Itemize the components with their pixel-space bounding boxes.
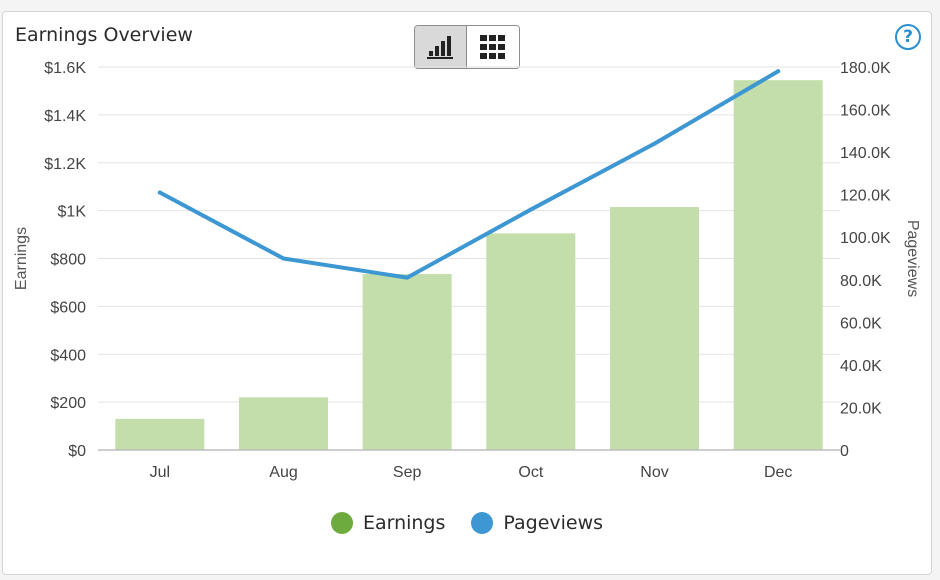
y-right-tick-label: 60.0K bbox=[840, 315, 882, 332]
point-pageviews-nov bbox=[652, 141, 657, 146]
y-left-tick-label: $200 bbox=[50, 395, 86, 412]
bar-earnings-oct bbox=[486, 233, 576, 450]
legend-label-pageviews: Pageviews bbox=[503, 512, 604, 534]
y-right-tick-label: 20.0K bbox=[840, 400, 882, 417]
chart-legend: Earnings Pageviews bbox=[3, 512, 931, 534]
x-tick-label: Sep bbox=[393, 464, 422, 481]
point-pageviews-dec bbox=[776, 69, 781, 74]
legend-label-earnings: Earnings bbox=[362, 512, 446, 534]
y-right-tick-label: 0 bbox=[840, 443, 849, 460]
y-left-tick-label: $400 bbox=[50, 347, 86, 364]
bar-chart-icon bbox=[426, 36, 453, 59]
y-left-axis-title: Earnings bbox=[13, 227, 30, 290]
grid-table-icon bbox=[480, 35, 505, 59]
x-tick-label: Jul bbox=[150, 464, 170, 481]
x-tick-label: Dec bbox=[764, 464, 792, 481]
y-left-tick-label: $1.4K bbox=[44, 108, 86, 125]
point-pageviews-oct bbox=[528, 207, 533, 212]
point-pageviews-aug bbox=[281, 256, 286, 261]
bar-earnings-jul bbox=[115, 418, 205, 450]
point-pageviews-jul bbox=[157, 190, 162, 195]
bar-earnings-nov bbox=[610, 207, 699, 450]
y-right-tick-label: 100.0K bbox=[840, 230, 891, 247]
point-pageviews-sep bbox=[405, 275, 410, 280]
help-icon[interactable]: ? bbox=[895, 24, 921, 50]
y-left-tick-label: $1.6K bbox=[44, 60, 86, 77]
view-toggle bbox=[414, 25, 520, 69]
legend-swatch-pageviews bbox=[471, 512, 494, 534]
y-right-tick-label: 160.0K bbox=[840, 103, 891, 120]
bar-earnings-dec bbox=[733, 80, 823, 451]
y-left-tick-label: $0 bbox=[68, 443, 86, 460]
y-right-tick-label: 180.0K bbox=[840, 60, 891, 77]
y-left-tick-label: $800 bbox=[50, 252, 86, 269]
y-right-tick-label: 40.0K bbox=[840, 358, 882, 375]
legend-swatch-earnings bbox=[330, 512, 353, 534]
x-tick-label: Nov bbox=[640, 464, 668, 481]
x-tick-label: Aug bbox=[269, 464, 297, 481]
y-right-tick-label: 140.0K bbox=[840, 145, 891, 162]
table-view-button[interactable] bbox=[467, 26, 519, 68]
y-left-tick-label: $1.2K bbox=[44, 156, 86, 173]
legend-item-earnings[interactable]: Earnings bbox=[330, 512, 446, 534]
line-pageviews bbox=[157, 69, 781, 280]
y-right-axis-title: Pageviews bbox=[904, 220, 921, 297]
chart-title: Earnings Overview bbox=[15, 24, 193, 46]
legend-item-pageviews[interactable]: Pageviews bbox=[471, 512, 603, 534]
bar-earnings-sep bbox=[362, 274, 452, 450]
chart-view-button[interactable] bbox=[415, 26, 468, 68]
y-left-tick-label: $1K bbox=[58, 204, 87, 221]
y-left-tick-label: $600 bbox=[50, 299, 86, 316]
x-tick-label: Oct bbox=[518, 464, 543, 481]
y-right-tick-label: 80.0K bbox=[840, 273, 882, 290]
bar-earnings-aug bbox=[239, 397, 328, 450]
y-right-tick-label: 120.0K bbox=[840, 188, 891, 205]
